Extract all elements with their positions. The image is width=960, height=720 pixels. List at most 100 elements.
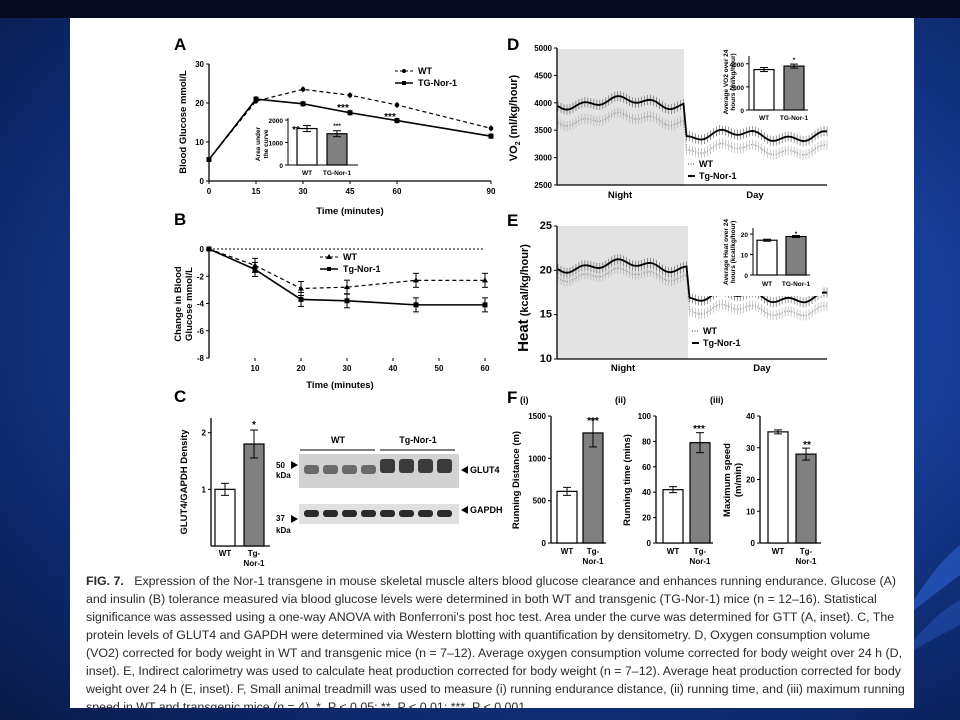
caption-text: Expression of the Nor-1 transgene in mou…	[86, 574, 905, 708]
y-tick-label: 20	[540, 264, 552, 276]
panel-label: F	[507, 388, 517, 407]
y-tick-label: 40	[642, 488, 651, 497]
blot-band	[342, 465, 357, 474]
bar	[783, 65, 805, 111]
figure-panel: A 0 10 20 30 0 15 30 45 60 90 Blood Glucose mmol…	[70, 18, 914, 708]
inset-ylabel: hours (ml/kg/hour)	[730, 53, 737, 110]
bar	[556, 490, 578, 544]
x-cat-label: WT	[219, 549, 232, 558]
marker-label: 50	[276, 461, 285, 470]
sig-mark: ***	[384, 112, 396, 123]
y-tick-label: 3500	[534, 126, 552, 135]
blot-band	[361, 510, 376, 517]
bar	[795, 453, 817, 544]
x-tick-label: 45	[346, 187, 355, 196]
y-tick-label: 1	[202, 485, 207, 494]
bar	[662, 489, 684, 544]
panel-e: E 10 15 20 25 Heat (kcal/kg/hour) Night Day…	[507, 211, 828, 374]
bar	[756, 239, 778, 276]
y-axis-label: Running Distance (m)	[511, 431, 522, 529]
y-tick-label: 10	[741, 253, 749, 260]
band-label-glut4: GLUT4	[470, 465, 500, 475]
inset-cat: WT	[762, 281, 772, 288]
panel-b-x-ticks: 10 20 30 40 50 60	[251, 358, 490, 373]
legend: WT Tg-Nor-1	[692, 326, 741, 348]
data-point	[482, 277, 488, 283]
band-label-gapdh: GAPDH	[470, 505, 503, 515]
y-tick-label: 0	[751, 539, 756, 548]
panel-e-inset: Average Heat over 24 hours (kcal/kg/hour…	[704, 218, 822, 296]
x-cat-label: WT	[772, 547, 785, 556]
blot-group-wt: WT	[331, 435, 345, 445]
figure-caption: FIG. 7. Expression of the Nor-1 transgen…	[86, 572, 906, 708]
legend-wt: WT	[699, 159, 713, 169]
western-blot: WT Tg-Nor-1 50 kDa 37 kDa GLUT4 GAPDH	[276, 435, 503, 535]
y-tick-label: 0	[740, 108, 744, 115]
panel-a-inset: Area under the curve 0 1000 2000 WT TG-Nor…	[255, 118, 358, 177]
inset-cat: TG-Nor-1	[780, 115, 809, 122]
panel-a-x-ticks: 0 15 30 45 60 90	[207, 181, 496, 196]
panel-d: D 2500 3000 3500 4000 4500 5000 VO2 (ml/kg/ho…	[507, 35, 828, 201]
y-axis-label: Change in Blood	[173, 266, 184, 342]
x-tick-label: 60	[481, 364, 490, 373]
sub-tag: (i)	[520, 395, 529, 405]
y-tick-label: 2000	[730, 85, 745, 92]
sig-mark: ***	[337, 103, 349, 114]
sub-tag: (ii)	[615, 395, 626, 405]
panel-d-y-ticks: 2500 3000 3500 4000 4500 5000	[534, 44, 557, 190]
data-point	[206, 246, 212, 252]
bar	[753, 68, 775, 111]
blot-band	[437, 459, 452, 473]
marker-label: kDa	[276, 526, 291, 535]
panel-c-bars	[214, 429, 265, 547]
blot-band	[304, 465, 319, 474]
x-axis-label: Time (minutes)	[306, 380, 373, 391]
x-tick-label: 10	[251, 364, 260, 373]
panel-label: E	[507, 211, 518, 230]
bar	[243, 443, 265, 547]
sig-mark: **	[292, 125, 300, 136]
y-axis-label: Heat (kcal/kg/hour)	[515, 244, 532, 352]
data-point	[482, 302, 488, 308]
sig-mark: **	[803, 440, 811, 451]
y-tick-label: 30	[746, 444, 755, 453]
y-tick-label: 20	[746, 476, 755, 485]
inset-ylabel: Average VO2 over 24	[723, 49, 730, 114]
panel-label: C	[174, 387, 186, 406]
y-tick-label: 10	[540, 353, 552, 365]
panel-a: A 0 10 20 30 0 15 30 45 60 90 Blood Glucose mmol…	[174, 35, 496, 217]
panel-label: A	[174, 35, 186, 54]
inset-ylabel: hours (kcal/kg/hour)	[730, 221, 737, 283]
data-point	[298, 296, 304, 302]
panel-label: D	[507, 35, 519, 54]
y-tick-label: 20	[741, 232, 749, 239]
y-tick-label: 60	[642, 463, 651, 472]
y-tick-label: 15	[540, 309, 552, 321]
y-tick-label: 40	[746, 412, 755, 421]
inset-cat: WT	[302, 170, 312, 177]
y-tick-label: 4000	[730, 62, 745, 69]
x-axis-label: Time (minutes)	[316, 206, 383, 217]
bar	[689, 442, 711, 544]
inset-sig: *	[793, 57, 796, 64]
panel-a-series	[206, 86, 494, 163]
legend-wt: WT	[703, 326, 717, 336]
y-axis-label: (m/min)	[733, 463, 744, 497]
x-cat-label: Nor-1	[796, 557, 817, 566]
sig-mark: ***	[587, 416, 599, 427]
data-point	[347, 92, 353, 98]
inset-ylabel: Average Heat over 24	[723, 219, 730, 285]
data-point	[300, 87, 306, 92]
y-tick-label: 4500	[534, 71, 552, 80]
x-tick-label: 50	[435, 364, 444, 373]
blot-band	[342, 510, 357, 517]
x-tick-label: 40	[389, 364, 398, 373]
panel-b-y-ticks: 0 -2 -4 -6 -8	[197, 245, 209, 363]
x-cat-label: WT	[667, 547, 680, 556]
inset-cat: WT	[759, 115, 769, 122]
blot-band	[323, 465, 338, 474]
x-tick-label: 60	[393, 187, 402, 196]
y-axis-label: Blood Glucose mmol/L	[178, 70, 189, 174]
data-point	[488, 133, 494, 139]
